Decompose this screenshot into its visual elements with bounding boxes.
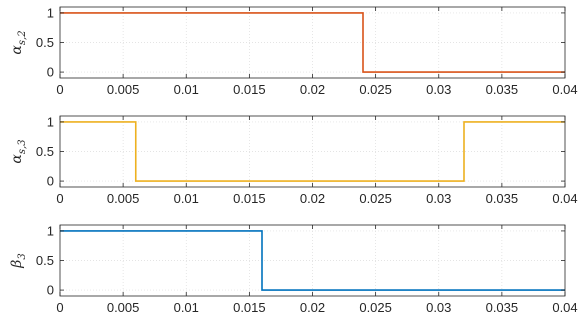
x-tick-label: 0.005 <box>107 82 140 97</box>
y-tick-label: 0 <box>47 174 54 189</box>
x-tick-label: 0.04 <box>552 300 577 315</box>
x-tick-label: 0.015 <box>233 300 266 315</box>
y-axis-label-subscript: s,2 <box>17 30 28 45</box>
x-tick-label: 0.03 <box>426 300 451 315</box>
series-line-1 <box>60 121 565 182</box>
x-tick-label: 0.035 <box>486 191 519 206</box>
x-tick-label: 0.005 <box>107 300 140 315</box>
x-tick-label: 0 <box>56 300 63 315</box>
y-tick-label: 1 <box>47 223 54 238</box>
subplot-2: 0 0.005 0.01 0.015 0.02 0.025 0.03 0.035 0.04 0 0.… <box>9 114 578 206</box>
subplot-3: 0 0.005 0.01 0.015 0.02 0.025 0.03 0.035 0.04 0 0.… <box>9 223 578 315</box>
y-tick-label: 0.5 <box>36 144 54 159</box>
x-tick-label: 0.035 <box>486 300 519 315</box>
y-axis-label: αs,3 <box>9 139 28 163</box>
x-tick-label: 0 <box>56 82 63 97</box>
y-axis-label-symbol: α <box>9 45 25 55</box>
y-axis-label-symbol: β <box>9 260 25 269</box>
x-tick-label: 0.025 <box>359 191 392 206</box>
y-axis-label: αs,2 <box>9 30 28 54</box>
subplot-1: 0 0.005 0.01 0.015 0.02 0.025 0.03 0.035 0.04 0 0.… <box>9 5 578 97</box>
x-tick-label: 0.025 <box>359 82 392 97</box>
y-axis-label-subscript: s,3 <box>17 139 28 154</box>
x-tick-label: 0.04 <box>552 191 577 206</box>
y-axis-label-subscript: 3 <box>17 253 28 259</box>
y-tick-label: 0 <box>47 283 54 298</box>
y-tick-label: 0.5 <box>36 35 54 50</box>
y-tick-label: 1 <box>47 5 54 20</box>
x-tick-label: 0.04 <box>552 82 577 97</box>
x-tick-label: 0.015 <box>233 191 266 206</box>
series-line-1 <box>60 230 565 291</box>
x-tick-label: 0.01 <box>174 300 199 315</box>
x-tick-label: 0.005 <box>107 191 140 206</box>
x-tick-label: 0.01 <box>174 82 199 97</box>
x-tick-label: 0.02 <box>300 191 325 206</box>
y-axis-label: β3 <box>9 253 28 268</box>
x-tick-label: 0.03 <box>426 191 451 206</box>
series-line-1 <box>60 12 565 73</box>
y-axis-label-symbol: α <box>9 154 25 164</box>
x-tick-label: 0.025 <box>359 300 392 315</box>
y-tick-label: 0.5 <box>36 253 54 268</box>
x-tick-label: 0.02 <box>300 300 325 315</box>
y-tick-label: 0 <box>47 65 54 80</box>
x-tick-label: 0.015 <box>233 82 266 97</box>
x-tick-label: 0.03 <box>426 82 451 97</box>
x-tick-label: 0.035 <box>486 82 519 97</box>
x-tick-label: 0 <box>56 191 63 206</box>
x-tick-label: 0.01 <box>174 191 199 206</box>
y-tick-label: 1 <box>47 114 54 129</box>
x-tick-label: 0.02 <box>300 82 325 97</box>
